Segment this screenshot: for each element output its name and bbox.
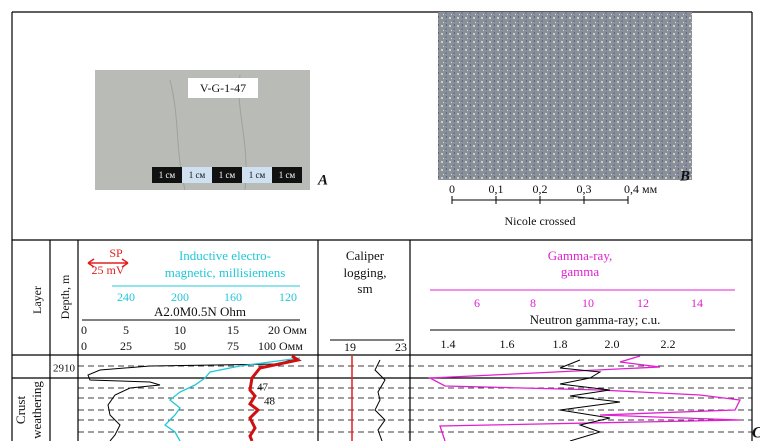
tick-label: 14 (691, 296, 703, 310)
tick-label: 19 (344, 340, 356, 354)
tick-label: 240 (117, 290, 135, 304)
gamma-title: gamma (561, 264, 599, 279)
tick-label: 6 (474, 296, 480, 310)
scale-label: 1 см (249, 170, 266, 180)
tick-label: 2.2 (661, 337, 676, 351)
scale-label: 1 см (219, 170, 236, 180)
tick-label: 12 (637, 296, 649, 310)
caption: Nicole crossed (505, 214, 576, 228)
column-header: Layer (30, 286, 44, 314)
layer-name: Crust (13, 396, 28, 425)
log-grid (12, 240, 752, 441)
sp-scale: 25 mV (92, 263, 125, 277)
sp-arrow (87, 258, 129, 268)
caliper-title: Caliper (346, 248, 385, 263)
tick-label: 20 Омм (268, 323, 307, 337)
tick-label: 200 (171, 290, 189, 304)
neutron-curve (559, 359, 621, 441)
tick-label: 160 (224, 290, 242, 304)
neutron-title: Neutron gamma-ray; c.u. (530, 312, 661, 327)
sample-mark: 47 (257, 382, 269, 394)
scale-label: 0,4 мм (624, 182, 658, 196)
label-box (188, 78, 258, 98)
panel-letter: A (317, 172, 328, 188)
scale-label: 1 см (189, 170, 206, 180)
tick-label: 75 (227, 339, 239, 353)
scale-label: 0,2 (533, 182, 548, 196)
micro-scale (451, 196, 629, 204)
scale-label: 0 (449, 182, 455, 196)
resistivity-title: A2.0M0.5N Ohm (154, 304, 246, 319)
tick-label: 50 (174, 339, 186, 353)
sample-mark: 48 (264, 396, 276, 408)
inductive-title: magnetic, millisiemens (165, 265, 286, 280)
tick-label: 8 (530, 296, 536, 310)
sample-label: V-G-1-47 (200, 81, 246, 95)
sp-curve (87, 359, 291, 441)
tick-label: 1.4 (441, 337, 456, 351)
tick-label: 15 (227, 323, 239, 337)
scale-label: 1 см (279, 170, 296, 180)
tick-label: 120 (279, 290, 297, 304)
tick-label: 1.8 (553, 337, 568, 351)
tick-label: 1.6 (500, 337, 515, 351)
gamma-curve (427, 355, 741, 441)
tick-label: 0 (81, 323, 87, 337)
tick-label: 100 Омм (258, 339, 303, 353)
caliper-title: logging, (344, 265, 387, 280)
tick-label: 0 (81, 339, 87, 353)
tick-label: 10 (582, 296, 594, 310)
scale-label: 0,3 (577, 182, 592, 196)
tick-label: 25 (120, 339, 132, 353)
panel-letter: B (679, 168, 690, 184)
scale-bar (152, 167, 302, 183)
tick-label: 2.0 (605, 337, 620, 351)
tick-label: 10 (174, 323, 186, 337)
resistivity-curve (247, 354, 302, 441)
panel-letter: C (752, 425, 760, 441)
tick-label: 5 (123, 323, 129, 337)
scale-label: 0,1 (489, 182, 504, 196)
inductive-title: Inductive electro- (179, 248, 271, 263)
caliper-curve (374, 359, 386, 441)
photo-b (438, 12, 692, 180)
scale-label: 1 см (159, 170, 176, 180)
caliper-title: sm (357, 281, 372, 296)
layer-name: weathering (29, 381, 44, 439)
column-header: Depth, m (58, 274, 72, 319)
gamma-title: Gamma-ray, (548, 248, 613, 263)
sp-label: SP (109, 246, 123, 260)
depth-label: 2910 (53, 363, 76, 375)
frame (11, 11, 753, 441)
tick-label: 23 (395, 340, 407, 354)
inductive-curve (163, 357, 301, 441)
